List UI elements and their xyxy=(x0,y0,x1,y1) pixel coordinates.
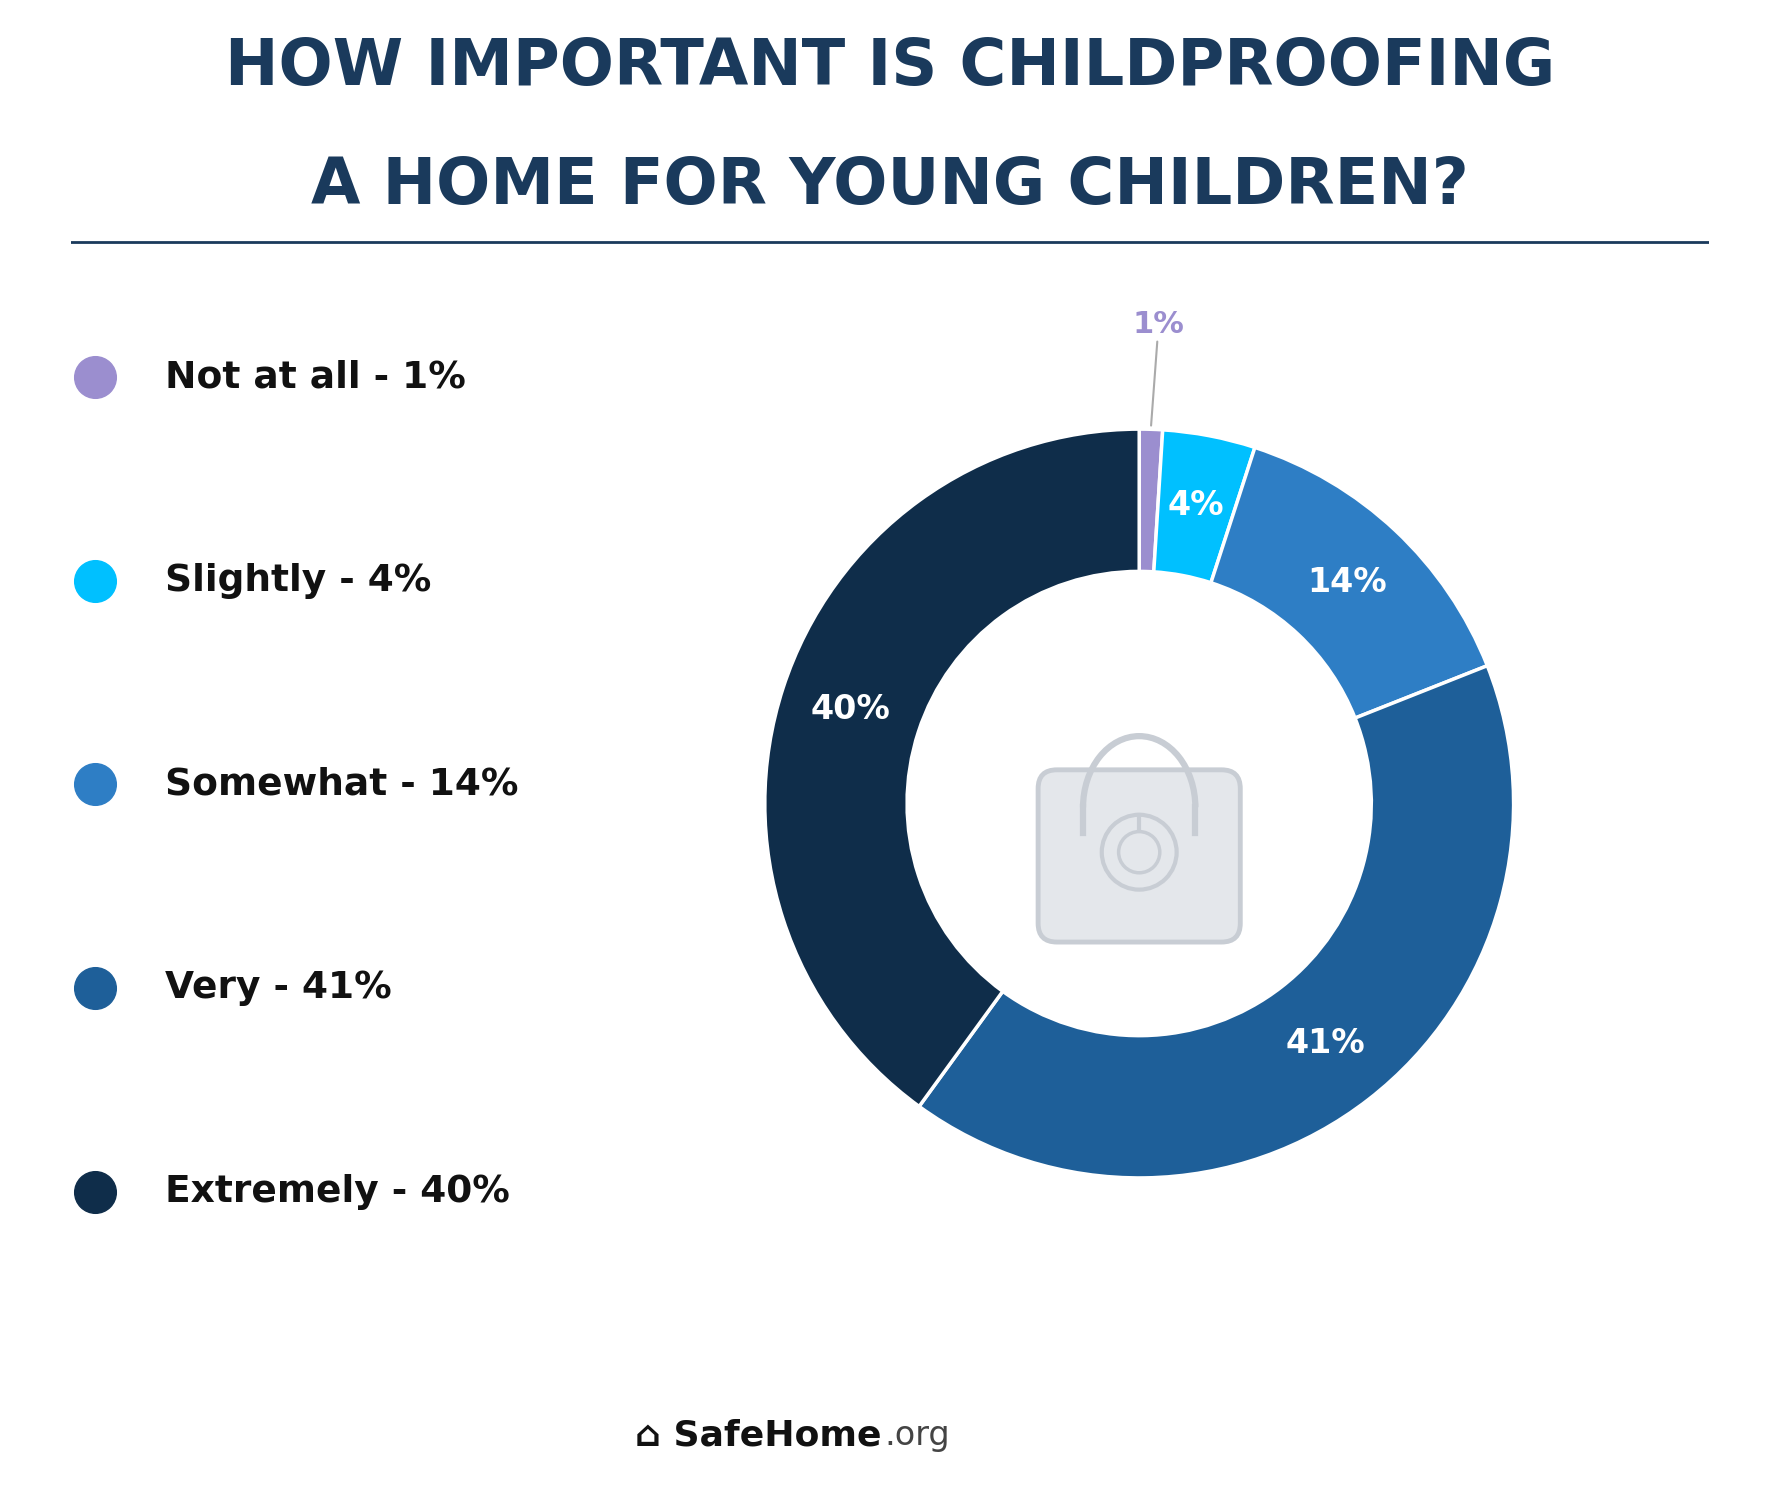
Text: Slightly - 4%: Slightly - 4% xyxy=(166,562,431,598)
Wedge shape xyxy=(918,665,1513,1178)
Wedge shape xyxy=(765,429,1139,1107)
Point xyxy=(82,1180,110,1204)
Wedge shape xyxy=(1139,429,1162,571)
Text: ⌂ SafeHome: ⌂ SafeHome xyxy=(635,1420,881,1452)
Text: 41%: 41% xyxy=(1285,1027,1365,1059)
Point xyxy=(82,366,110,390)
Point xyxy=(82,976,110,1000)
Text: HOW IMPORTANT IS CHILDPROOFING: HOW IMPORTANT IS CHILDPROOFING xyxy=(224,36,1556,98)
Point xyxy=(82,772,110,796)
Text: Not at all - 1%: Not at all - 1% xyxy=(166,360,466,396)
FancyBboxPatch shape xyxy=(1038,769,1241,942)
Text: Extremely - 40%: Extremely - 40% xyxy=(166,1174,511,1210)
Wedge shape xyxy=(1153,430,1255,583)
Text: 4%: 4% xyxy=(1168,490,1225,522)
Text: 40%: 40% xyxy=(812,693,890,726)
Text: A HOME FOR YOUNG CHILDREN?: A HOME FOR YOUNG CHILDREN? xyxy=(312,155,1468,217)
Text: Somewhat - 14%: Somewhat - 14% xyxy=(166,766,518,802)
Wedge shape xyxy=(1210,448,1488,719)
Text: .org: .org xyxy=(885,1420,951,1452)
Point xyxy=(82,568,110,592)
Text: Very - 41%: Very - 41% xyxy=(166,970,392,1006)
Text: 14%: 14% xyxy=(1307,565,1387,600)
Text: 1%: 1% xyxy=(1132,310,1184,426)
